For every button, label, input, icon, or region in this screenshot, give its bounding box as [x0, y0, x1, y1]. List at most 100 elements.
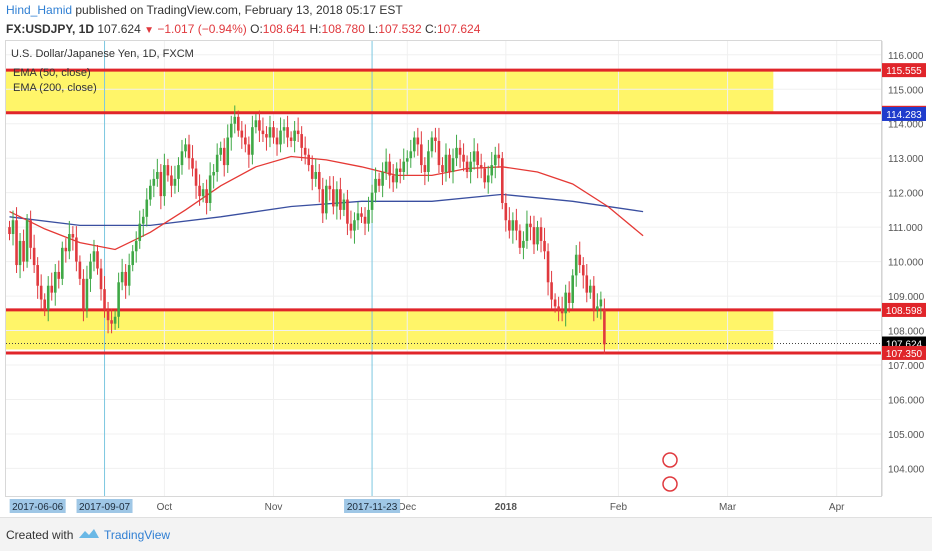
candle-body: [356, 213, 360, 221]
change-value: −1.017 (−0.94%): [157, 22, 247, 36]
candle-body: [325, 185, 328, 214]
us-flag-icon[interactable]: [662, 452, 678, 468]
price-badge-label: 107.624: [886, 340, 923, 351]
candle-body: [237, 116, 240, 131]
candle-body: [589, 285, 592, 293]
candle-body: [226, 137, 230, 166]
footer: Created with TradingView: [0, 517, 932, 551]
candle-body: [402, 161, 406, 172]
candle-body: [349, 223, 353, 231]
candle-body: [99, 268, 103, 290]
candle-body: [360, 213, 363, 217]
tradingview-logo-icon: [79, 529, 99, 538]
candle-body: [103, 289, 106, 310]
symbol-label: FX:USDJPY, 1D: [6, 22, 95, 36]
candle-body: [296, 130, 300, 135]
x-tick-label: 2018: [495, 502, 518, 513]
candle-body: [22, 240, 25, 262]
candle-body: [381, 171, 384, 186]
candle-body: [15, 220, 18, 266]
tradingview-link[interactable]: TradingView: [104, 528, 171, 542]
candle-body: [173, 178, 177, 186]
price-badge-label: 108.598: [886, 306, 923, 317]
author-link[interactable]: Hind_Hamid: [6, 3, 73, 17]
candle-body: [342, 199, 346, 210]
x-tick-label: Dec: [398, 502, 416, 513]
candle-body: [282, 127, 286, 131]
ema50-line: [9, 155, 644, 251]
candle-body: [177, 165, 180, 179]
candle-body: [522, 240, 525, 248]
event-flags[interactable]: [662, 452, 678, 492]
candle-body: [592, 285, 596, 310]
candle-body: [191, 158, 194, 169]
candle-body: [391, 175, 395, 183]
candle-body: [490, 165, 494, 176]
candle-body: [120, 271, 124, 283]
candle-body: [346, 199, 349, 224]
candle-body: [32, 247, 36, 266]
candle-body: [57, 271, 61, 279]
candle-body: [314, 171, 318, 179]
candle-body: [36, 265, 39, 286]
candle-body: [525, 223, 529, 241]
candle-body: [310, 165, 314, 179]
candle-body: [571, 275, 574, 303]
candle-body: [138, 223, 142, 241]
y-tick-label: 115.000: [888, 85, 924, 96]
candle-body: [458, 147, 462, 155]
high-label: H:: [309, 22, 322, 36]
candle-body: [96, 251, 99, 269]
open-label: O:: [250, 22, 263, 36]
close-label: C:: [425, 22, 437, 36]
candle-body: [229, 123, 233, 138]
candle-body: [546, 251, 550, 283]
candle-body: [413, 137, 416, 152]
candle-body: [511, 220, 515, 231]
candle-body: [222, 147, 226, 166]
candle-body: [201, 189, 205, 197]
ema200-legend[interactable]: EMA (200, close): [13, 82, 97, 94]
candle-body: [518, 230, 522, 248]
candle-body: [335, 189, 339, 207]
candle-body: [244, 137, 247, 145]
candle-body: [578, 254, 582, 266]
candle-body: [515, 220, 518, 231]
candle-body: [423, 165, 427, 172]
candle-body: [377, 178, 381, 186]
candle-body: [170, 175, 173, 186]
candle-body: [134, 240, 138, 252]
candle-body: [117, 282, 120, 317]
price-badge: [882, 302, 926, 317]
published-text: published on TradingView.com, February 1…: [75, 3, 403, 17]
candle-body: [374, 178, 377, 193]
candle-body: [564, 292, 567, 314]
candle-body: [247, 144, 251, 155]
ema50-legend[interactable]: EMA (50, close): [13, 67, 91, 79]
zone-rect: [6, 70, 774, 113]
low-label: L:: [368, 22, 379, 36]
candle-body: [508, 220, 511, 231]
candle-body: [441, 165, 444, 172]
candle-body: [529, 223, 532, 228]
price-badge: [882, 345, 926, 360]
candle-body: [409, 151, 413, 159]
candle-body: [25, 220, 29, 262]
y-tick-label: 105.000: [888, 430, 925, 441]
jp-flag-icon[interactable]: [662, 476, 678, 492]
x-tick-label: Feb: [610, 502, 628, 513]
last-price: 107.624: [97, 22, 141, 36]
date-badge-label: 2017-11-23: [347, 502, 398, 513]
candle-body: [476, 151, 479, 166]
zone-rect: [6, 309, 774, 350]
candle-body: [395, 168, 398, 183]
candle-body: [574, 254, 578, 276]
y-tick-label: 104.000: [888, 464, 925, 475]
x-tick-label: Nov: [265, 502, 283, 513]
candle-body: [279, 130, 282, 145]
candle-body: [268, 127, 272, 138]
candle-body: [567, 292, 571, 303]
candle-body: [75, 237, 78, 262]
y-tick-label: 107.000: [888, 361, 925, 372]
